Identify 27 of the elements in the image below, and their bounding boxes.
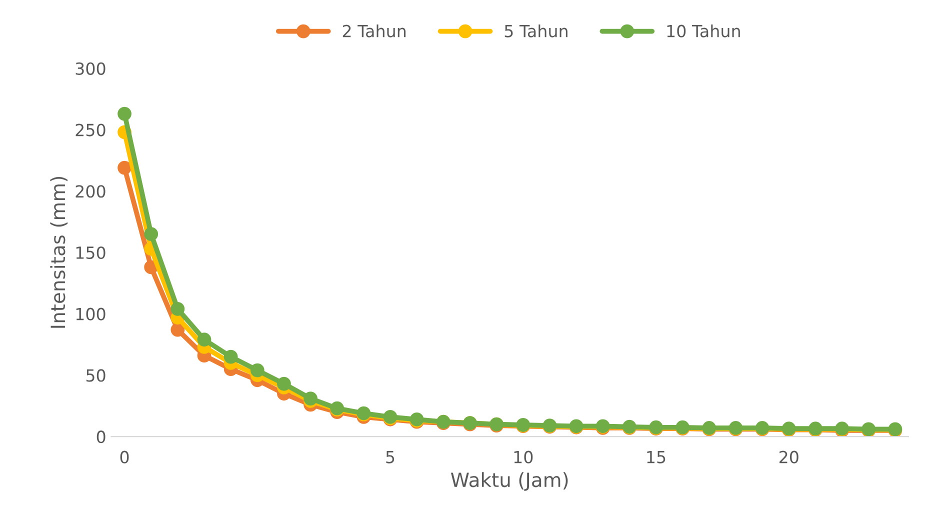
legend-label: 2 Tahun <box>342 24 406 38</box>
y-tick-label: 250 <box>76 124 106 136</box>
x-tick-label: 0 <box>120 450 129 464</box>
point <box>197 332 212 347</box>
legend-label: 5 Tahun <box>504 24 568 38</box>
point <box>250 363 264 378</box>
y-tick-label: 150 <box>76 246 106 260</box>
y-axis-title: Intensitas (mm) <box>50 176 68 328</box>
legend-label: 10 Tahun <box>667 24 740 38</box>
point <box>304 392 318 406</box>
x-tick-label: 10 <box>514 450 533 464</box>
point <box>170 302 185 316</box>
point <box>170 322 185 337</box>
point <box>224 350 238 364</box>
x-tick-label: 5 <box>386 450 394 464</box>
point <box>118 106 132 121</box>
y-tick-label: 300 <box>76 62 106 75</box>
y-tick-label: 100 <box>76 308 106 320</box>
x-axis-title: Waktu (Jam) <box>450 472 568 491</box>
y-tick-label: 0 <box>96 430 106 444</box>
y-tick-label: 200 <box>76 185 106 198</box>
y-tick-label: 50 <box>86 369 106 382</box>
x-tick-label: 20 <box>779 450 798 464</box>
x-tick-label: 15 <box>647 450 666 464</box>
point <box>118 160 132 175</box>
point <box>277 376 291 391</box>
point <box>144 227 158 242</box>
